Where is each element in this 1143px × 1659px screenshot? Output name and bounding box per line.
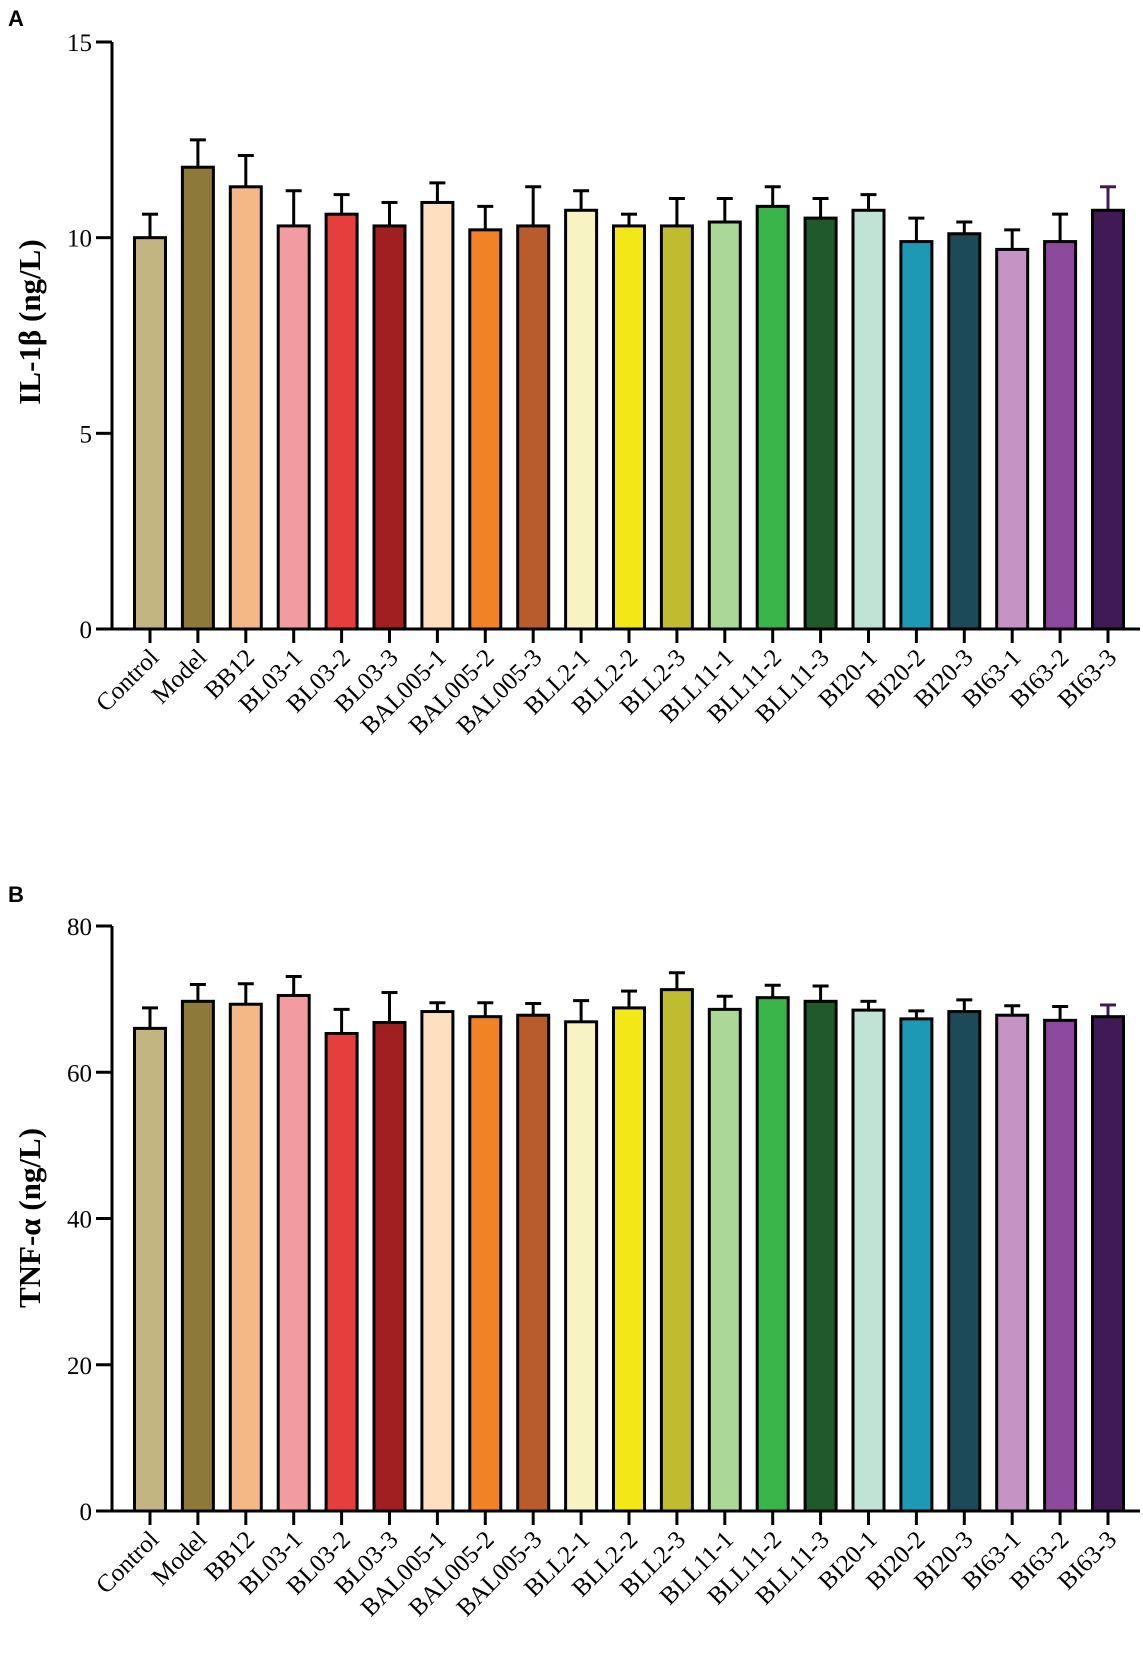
bar xyxy=(612,224,646,631)
bar xyxy=(180,165,215,631)
bar xyxy=(180,999,215,1513)
bar xyxy=(755,204,790,631)
y-tick-label: 60 xyxy=(67,1060,92,1087)
y-tick-label: 5 xyxy=(80,421,93,448)
bar xyxy=(851,1008,886,1513)
bar xyxy=(755,996,790,1513)
bar xyxy=(324,1031,359,1513)
x-tick-label: Model xyxy=(147,1526,212,1591)
bar xyxy=(564,1020,599,1513)
bar xyxy=(228,185,263,631)
bar xyxy=(851,208,886,631)
bar xyxy=(707,1007,742,1513)
bar xyxy=(947,232,982,631)
bar xyxy=(803,216,838,631)
y-tick-label: 15 xyxy=(67,30,92,57)
bar xyxy=(899,240,934,631)
panel-letter: B xyxy=(8,882,24,907)
bar xyxy=(659,224,694,631)
y-tick-label: 0 xyxy=(80,617,93,644)
x-tick-label: Model xyxy=(147,644,212,709)
bar xyxy=(803,999,838,1513)
y-tick-label: 10 xyxy=(67,226,92,253)
y-axis-title: IL-1β (ng/L) xyxy=(12,239,47,404)
bar xyxy=(516,224,551,631)
bar xyxy=(995,247,1030,631)
bar xyxy=(420,1010,455,1513)
bar xyxy=(1043,1018,1078,1513)
bar xyxy=(228,1002,263,1513)
bar xyxy=(324,212,359,631)
x-tick-label: Control xyxy=(91,644,164,717)
bar xyxy=(276,224,311,631)
y-tick-label: 20 xyxy=(67,1353,92,1380)
bar xyxy=(612,1006,646,1513)
bar xyxy=(947,1010,982,1513)
bar xyxy=(1091,1015,1125,1513)
bar xyxy=(1091,208,1125,631)
bar xyxy=(516,1013,551,1513)
bar xyxy=(995,1013,1030,1513)
bar xyxy=(276,993,311,1513)
bar xyxy=(468,228,503,631)
panel-letter: A xyxy=(8,6,24,31)
bar xyxy=(133,1026,167,1513)
bar xyxy=(372,1021,407,1513)
y-tick-label: 80 xyxy=(67,914,92,941)
bar xyxy=(420,200,455,631)
y-tick-label: 0 xyxy=(80,1499,93,1526)
bar xyxy=(899,1017,934,1513)
bar xyxy=(1043,240,1078,631)
y-tick-label: 40 xyxy=(67,1207,92,1234)
x-tick-label: Control xyxy=(91,1526,164,1599)
bar xyxy=(133,236,167,631)
bar xyxy=(564,208,599,631)
bar xyxy=(659,988,694,1513)
bar xyxy=(707,220,742,631)
bar xyxy=(372,224,407,631)
y-axis-title: TNF-α (ng/L) xyxy=(12,1128,47,1308)
bar xyxy=(468,1015,503,1513)
